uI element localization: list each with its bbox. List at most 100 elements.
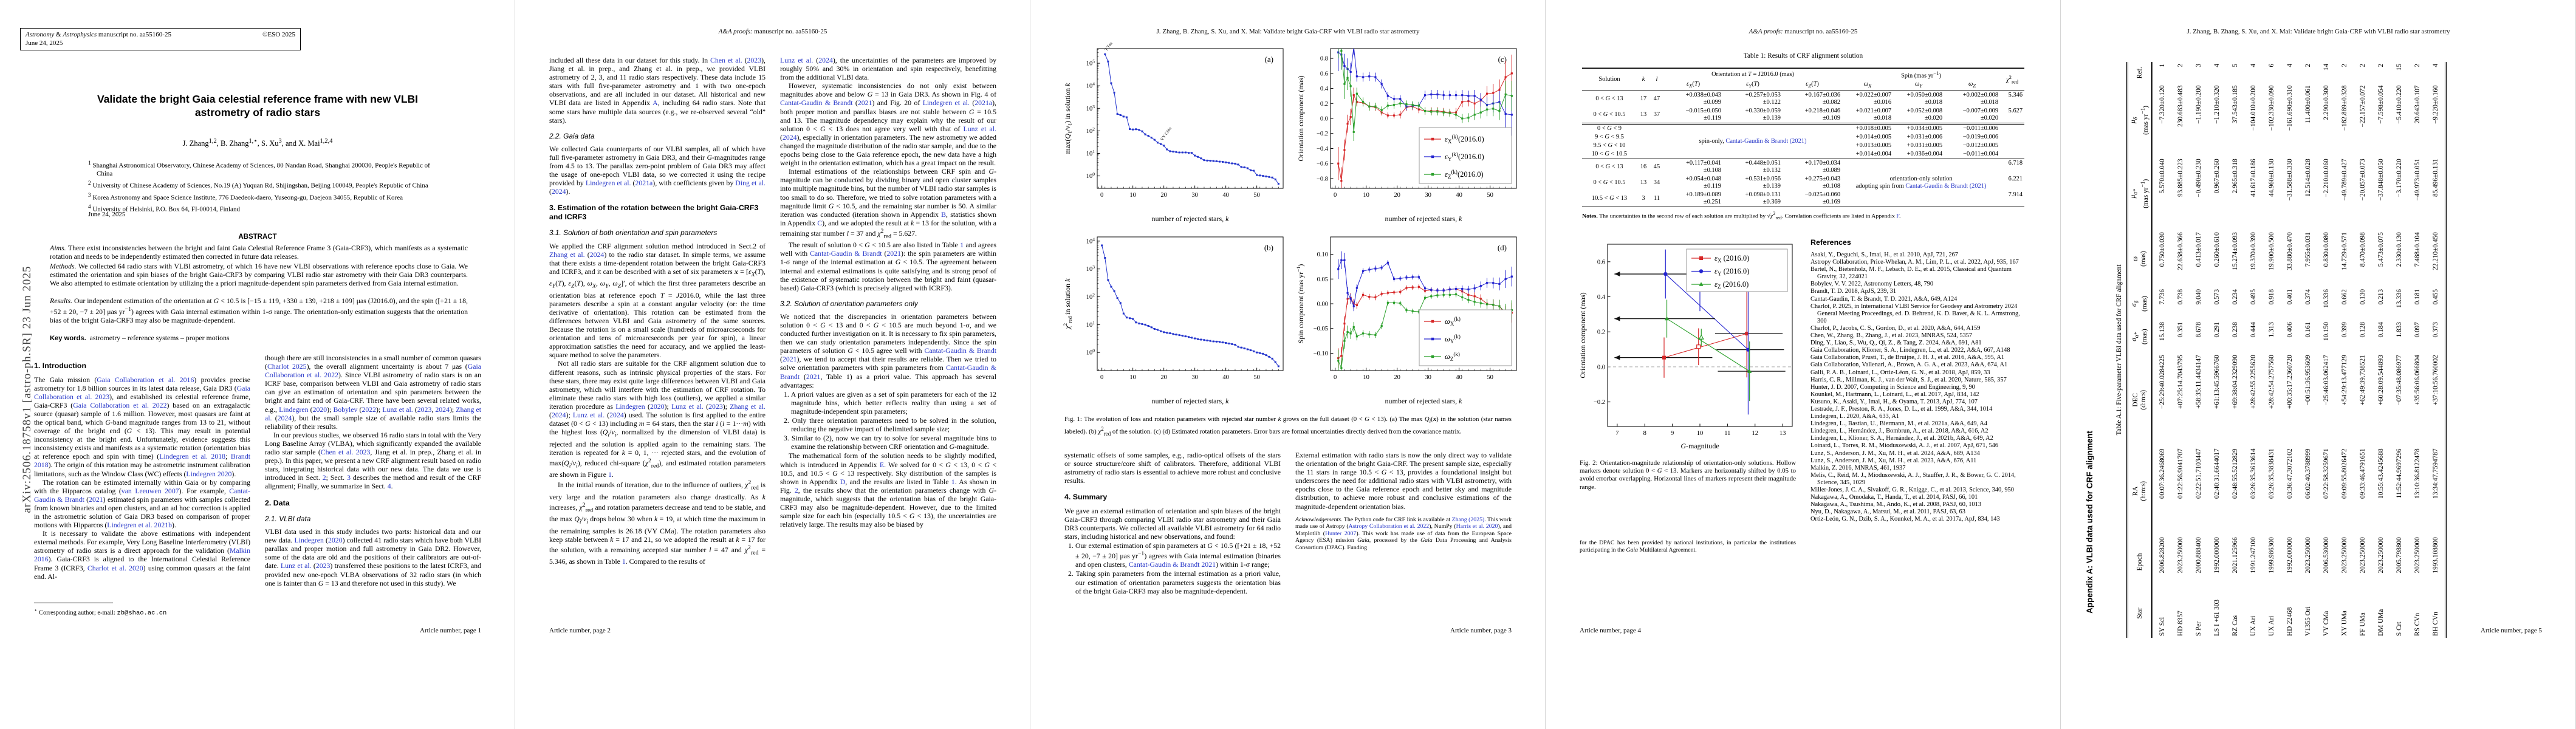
svg-text:Spin component (mas yr−1): Spin component (mas yr−1) [1295,264,1305,344]
svg-text:10: 10 [1129,192,1136,199]
svg-text:0: 0 [1100,374,1103,381]
authors-line: J. Zhang1,2, B. Zhang1,⋆, S. Xu3, and X.… [182,138,333,148]
paragraph: Acknowledgements. The Python code for CR… [1295,516,1512,552]
list-item: Lindegren, L., Hernández, J., Bombrun, A… [1810,428,1989,435]
page4-running-header: A&A proofs: manuscript no. aa55160-25 [1749,28,1858,35]
svg-text:0.2: 0.2 [1320,101,1328,108]
abstract-methods: Methods. We collected 64 radio stars wit… [50,262,468,287]
svg-text:0: 0 [1334,192,1337,199]
svg-text:50: 50 [1253,192,1260,199]
svg-text:ωX(k): ωX(k) [1445,316,1461,327]
table-row: S Per 2000.888400 02:22:51.7103447 +58:35:1… [2194,64,2202,636]
svg-text:−0.05: −0.05 [1314,326,1328,332]
paragraph: 1. A priori values are given as a set of… [784,389,996,416]
page-3: J. Zhang, B. Zhang, S. Xu, and X. Mai: V… [1030,0,1546,729]
keywords: Key words. astrometry – reference system… [50,334,230,342]
affiliations: 1 Shanghai Astronomical Observatory, Chi… [88,159,440,215]
svg-text:Orientation component (mas): Orientation component (mas) [1578,292,1587,378]
paragraph: Internal estimations of the relationship… [780,167,996,240]
list-item: Bobylev, V. V. 2022, Astronomy Letters, … [1810,281,1934,288]
figure-1-panel-c: 0 10 20 30 40 50 −0.8 −0.6 −0.4 −0.2 0.0 0.2 0.4 0.6 0… [1297,48,1517,223]
table-row: 0 < G < 10.5 13 34 +0.054±0.048 ±0.119 +0.531… [1593,175,2023,190]
list-item: Asaki, Y., Deguchi, S., Imai, H., et al.… [1810,252,1959,258]
table-row: DM UMa 2023.250000 10:55:43.4245688 +60:28:… [2377,64,2385,636]
svg-text:50: 50 [1487,192,1493,199]
svg-text:number of rejected stars, k: number of rejected stars, k [1152,214,1230,223]
list-item: Kusuno, K., Asaki, Y., Imai, H., & Oyama… [1810,398,1978,405]
svg-text:VY CMa: VY CMa [1160,126,1173,142]
figure-2-caption: Fig. 2: Orientation-magnitude relationsh… [1580,459,1796,491]
svg-text:0: 0 [1334,374,1337,381]
page3-running-header: J. Zhang, B. Zhang, S. Xu, and X. Mai: V… [1156,28,1420,35]
subsection-heading: 2.1. VLBI data [265,515,311,523]
svg-text:102: 102 [1086,126,1095,135]
svg-text:104: 104 [1086,236,1095,245]
figure-1-panel-b: 0 10 20 30 40 50 100 101 102 103 104 number of reje… [1062,236,1284,405]
page3-left-column: systematic offsets of some samples, e.g.… [1064,451,1281,627]
svg-text:number of rejected stars, k: number of rejected stars, k [1152,397,1230,405]
section-heading: 4. Summary [1064,493,1108,502]
table-1-caption: Table 1: Results of CRF alignment soluti… [1743,52,1863,60]
figure-1-panel-a: 0 10 20 30 40 50 100 101 102 103 104 105 number of r… [1063,41,1284,223]
table-row: HD 22468 1992.000000 03:36:47.3072102 +00:3… [2286,64,2293,636]
paragraph: included all these data in our dataset f… [549,56,766,125]
list-item: Kounkel, M., Hartmann, L., Loinard, L., … [1810,391,1979,398]
list-item: Gaia Collaboration, Vallenari, A., Brown… [1810,361,2008,369]
list-item: Lindegren, L., Klioner, S. A., Hernández… [1810,435,1993,442]
table-row: 0 < G < 13 16 45 +0.117±0.041 ±0.108 +0.448±0… [1582,158,2025,207]
list-item: 3 Korea Astronomy and Space Science Inst… [88,191,403,202]
paragraph: 1. Our external estimation of spin param… [1068,541,1281,569]
svg-text:20: 20 [1394,192,1400,199]
list-item: Nakagawa, A., Omodaka, T., Handa, T., et… [1810,494,1978,501]
svg-text:−0.4: −0.4 [1317,146,1329,152]
page-2: A&A proofs: manuscript no. aa55160-25 in… [515,0,1030,729]
page2-right-column: Lunz et al. (2024), the uncertainties of… [780,56,996,632]
table-row: UX Ari 1999.986300 03:26:35.3838431 +28:42:… [2267,64,2275,636]
table-row: 0 < G < 13 17 47 +0.038±0.043 ±0.099 +0.257±0… [1595,91,2023,106]
list-item: Cantat-Gaudin, T. & Brandt, T. D. 2021, … [1810,295,1958,303]
table-row: FF UMa 2023.250000 09:33:46.4791651 +62:49:… [2358,64,2366,636]
manuscript-date: June 24, 2025 [26,39,63,47]
page1-left-column: 1. Introduction The Gaia mission (Gaia Co… [34,354,250,597]
list-item: Melis, C., Reid, M. J., Mioduszewski, A.… [1810,471,2016,486]
table-row: UX Ari 1991.247100 03:26:35.3613614 +28:42:… [2249,64,2257,636]
paragraph: It is necessary to validate the above es… [34,529,250,581]
svg-text:100: 100 [1086,348,1095,357]
abstract-heading: ABSTRACT [238,233,277,241]
table-row: HD 8357 2023.250000 01:22:56.9041707 +07:25… [2176,64,2184,636]
paragraph: In our previous studies, we observed 16 … [265,430,481,491]
figure-1-panel-d: 0 10 20 30 40 50 −0.10 −0.05 0.00 0.05 0.10 number … [1295,236,1517,405]
paragraph: However, systematic inconsistencies do n… [780,81,996,168]
svg-text:0.10: 0.10 [1317,252,1328,258]
list-item: 1 Shanghai Astronomical Observatory, Chi… [88,160,430,178]
paragraph: The rotation can be estimated internally… [34,477,250,530]
svg-text:ωZ(k): ωZ(k) [1445,351,1460,362]
acknowledgements-continued: for the DPAC has been provided by nation… [1580,539,1796,553]
svg-text:0.6: 0.6 [1320,70,1328,77]
svg-text:104: 104 [1086,81,1095,90]
list-item: Lunz, S., Anderson, J. M., Xu, M. H., et… [1810,457,1977,464]
svg-text:40: 40 [1222,374,1229,381]
paragraph: The result of solution 0 < G < 10.5 are … [780,241,996,292]
appendix-title-rotated: Appendix A: VLBI data used for CRF align… [2085,430,2094,614]
list-item: Harris, C. R., Millman, K. J., van der W… [1810,376,2007,383]
svg-text:7: 7 [1615,430,1619,437]
svg-text:εY (2016.0): εY (2016.0) [1714,267,1749,277]
svg-text:9: 9 [1671,430,1674,437]
svg-text:number of rejected stars, k: number of rejected stars, k [1385,214,1463,223]
table-1: Solution k l Orientation at T = J2016.0 (ma… [1582,67,2025,207]
page-4: A&A proofs: manuscript no. aa55160-25 Ta… [1546,0,2061,729]
svg-text:102: 102 [1086,292,1095,301]
manuscript-header-box: ©ESO 2025 Astronomy & Astrophysics manus… [20,28,301,50]
paragraph: Not all radio stars are suitable for the… [549,359,766,479]
svg-text:30: 30 [1425,374,1431,381]
svg-text:0.05: 0.05 [1317,276,1328,283]
paragraph: We applied the CRF alignment solution me… [549,241,766,360]
svg-text:−0.6: −0.6 [1317,161,1328,168]
svg-text:13: 13 [1780,430,1786,437]
paragraph: Lunz et al. (2024), the uncertainties of… [780,56,996,82]
page1-right-column: though there are still inconsistencies i… [265,354,481,621]
svg-text:G-magnitude: G-magnitude [1680,442,1719,450]
page3-footer: Article number, page 3 [1450,627,1512,634]
arxiv-banner: arXiv:2506.18758v1 [astro-ph.SR] 23 Jun … [21,265,33,513]
